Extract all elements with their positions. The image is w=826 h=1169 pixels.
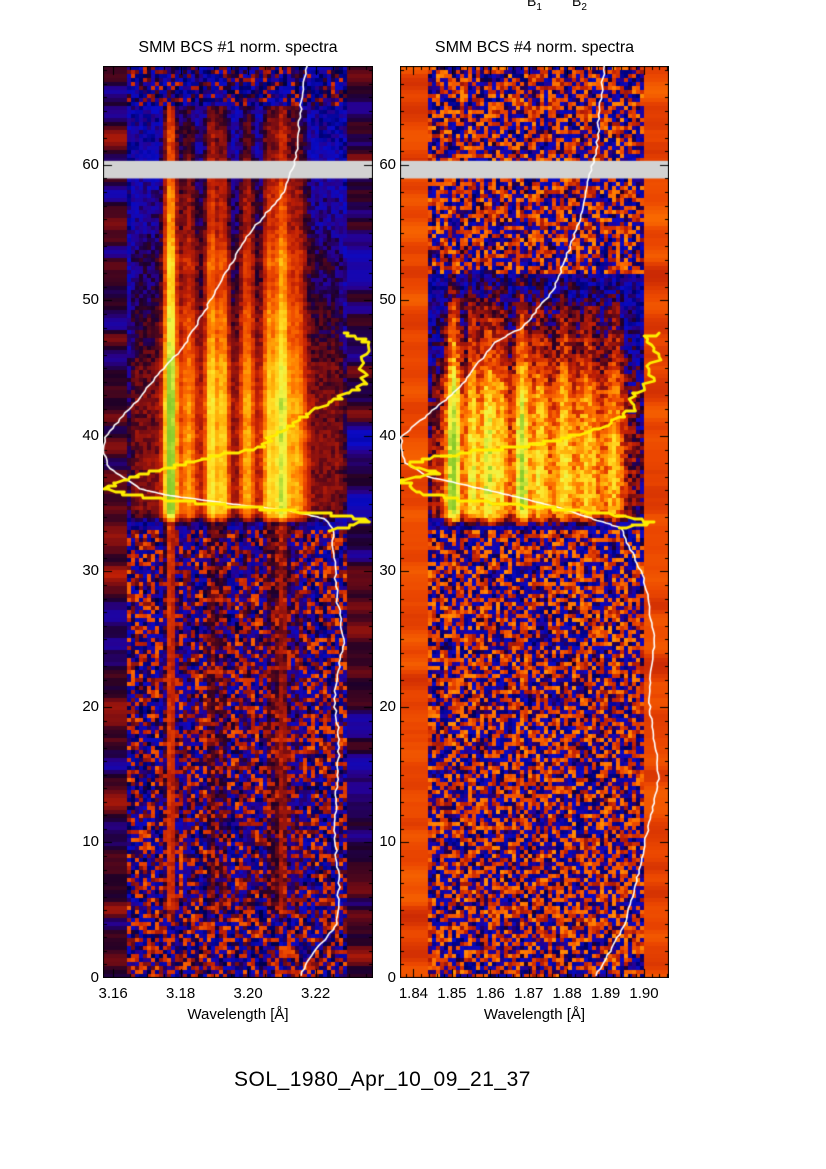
x-tick-label: 3.22 bbox=[301, 985, 331, 1002]
x-tick-label: 1.88 bbox=[552, 985, 582, 1002]
bcs4-x-axis-title: Wavelength [Å] bbox=[483, 1006, 586, 1023]
y-tick-label: 10 bbox=[379, 833, 396, 851]
x-tick-label: 1.89 bbox=[590, 985, 621, 1002]
y-tick-label: 20 bbox=[82, 697, 99, 715]
bcs1-panel-title: SMM BCS #1 norm. spectra bbox=[138, 39, 338, 56]
bcs1-spectrogram-canvas bbox=[103, 66, 373, 978]
x-tick-label: 3.16 bbox=[98, 985, 128, 1002]
y-tick-label: 50 bbox=[82, 291, 99, 309]
y-tick-label: 50 bbox=[379, 291, 396, 309]
x-tick-label: 1.90 bbox=[629, 985, 659, 1002]
b1-letter: B bbox=[527, 0, 537, 9]
figure-caption: SOL_1980_Apr_10_09_21_37 bbox=[234, 1068, 531, 1091]
y-tick-label: 40 bbox=[82, 426, 99, 444]
bcs1-x-axis-title: Wavelength [Å] bbox=[187, 1006, 289, 1023]
b1-subscript: 1 bbox=[536, 1, 542, 13]
bcs4-spectrogram-canvas bbox=[400, 66, 669, 978]
x-tick-label: 1.87 bbox=[514, 985, 544, 1002]
x-tick-label: 1.85 bbox=[437, 985, 467, 1002]
bcs4-panel-title: SMM BCS #4 norm. spectra bbox=[434, 39, 635, 56]
y-tick-label: 60 bbox=[82, 155, 99, 173]
y-tick-label: 10 bbox=[82, 833, 99, 851]
y-tick-label: 30 bbox=[379, 562, 396, 580]
x-tick-label: 1.86 bbox=[475, 985, 505, 1002]
y-tick-label: 60 bbox=[379, 155, 396, 173]
x-tick-label: 3.20 bbox=[233, 985, 263, 1002]
y-tick-label: 0 bbox=[387, 969, 396, 986]
x-tick-label: 1.84 bbox=[398, 985, 429, 1002]
y-tick-label: 0 bbox=[90, 969, 99, 986]
b2-subscript: 2 bbox=[581, 1, 587, 13]
top-fragment-label-b1: B1 bbox=[527, 0, 542, 13]
x-tick-label: 3.18 bbox=[166, 985, 196, 1002]
y-tick-label: 30 bbox=[82, 562, 99, 580]
y-tick-label: 40 bbox=[379, 426, 396, 444]
y-tick-label: 20 bbox=[379, 697, 396, 715]
b2-letter: B bbox=[572, 0, 582, 9]
top-fragment-label-b2: B2 bbox=[572, 0, 587, 13]
